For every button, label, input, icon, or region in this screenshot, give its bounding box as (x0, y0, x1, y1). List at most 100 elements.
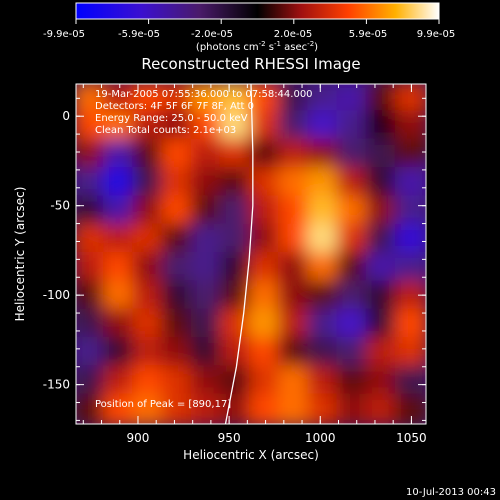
heatmap-cell (365, 138, 399, 171)
heatmap-cell (365, 252, 399, 285)
heatmap-cell (219, 195, 253, 228)
heatmap-cell (161, 138, 195, 171)
heatmap-cell (132, 365, 166, 398)
heatmap-cell (190, 365, 224, 398)
heatmap-cell (394, 195, 426, 228)
heatmap-cell (249, 393, 283, 424)
heatmap-cell (307, 84, 341, 115)
heatmap-cell (132, 308, 166, 341)
colorbar-tick-label: -5.9e-05 (118, 29, 160, 40)
heatmap-cell (365, 308, 399, 341)
solar-limb-curve (224, 84, 254, 424)
peak-position-label: Position of Peak = [890,17] (95, 399, 231, 410)
y-tick-label: -50 (50, 199, 70, 213)
heatmap-cell (103, 337, 137, 370)
heatmap-cell (103, 280, 137, 313)
heatmap-cell (190, 110, 224, 143)
heatmap-cell (161, 167, 195, 200)
heatmap-cell (394, 365, 426, 398)
heatmap-cell (365, 167, 399, 200)
heatmap-cell (336, 167, 370, 200)
heatmap-cell (190, 280, 224, 313)
heatmap-cell (249, 280, 283, 313)
heatmap-cell (190, 337, 224, 370)
heatmap-cell (278, 308, 312, 341)
heatmap-cell (365, 84, 399, 115)
heatmap-cell (365, 110, 399, 143)
heatmap-cell (336, 252, 370, 285)
colorbar-units: (photons cm-2 s-1 asec-2) (196, 40, 318, 53)
heatmap-cell (161, 223, 195, 256)
heatmap-cell (190, 223, 224, 256)
heatmap-cell (161, 308, 195, 341)
heatmap-cell (132, 252, 166, 285)
colorbar-tick-label: 9.9e-05 (417, 29, 455, 40)
heatmap-cell (76, 337, 108, 370)
heatmap-cell (249, 252, 283, 285)
heatmap-cell (103, 84, 137, 115)
heatmap-cell (365, 223, 399, 256)
heatmap-cell (336, 393, 370, 424)
colorbar-tick-label: 5.9e-05 (349, 29, 387, 40)
heatmap-cell (249, 365, 283, 398)
heatmap-cell (103, 167, 137, 200)
x-axis-label: Heliocentric X (arcsec) (183, 448, 319, 462)
heatmap-cell (336, 84, 370, 115)
heatmap-cell (365, 280, 399, 313)
heatmap-cell (278, 138, 312, 171)
heatmap-cell (161, 280, 195, 313)
heatmap-cell (278, 365, 312, 398)
heatmap-cell (103, 393, 137, 424)
heatmap-cell (307, 167, 341, 200)
heatmap-cell (219, 110, 253, 143)
footer-timestamp: 10-Jul-2013 00:43 (406, 487, 496, 498)
heatmap-cell (190, 138, 224, 171)
x-tick-label: 950 (218, 431, 241, 445)
heatmap-cell (336, 280, 370, 313)
heatmap-cell (394, 337, 426, 370)
heatmap-cell (219, 138, 253, 171)
heatmap-cell (132, 280, 166, 313)
heatmap-cell (249, 308, 283, 341)
heatmap-cell (249, 167, 283, 200)
heatmap-cell (365, 393, 399, 424)
x-tick-label: 1050 (396, 431, 427, 445)
heatmap-cell (249, 195, 283, 228)
heatmap-cell (249, 223, 283, 256)
heatmap-cell (249, 138, 283, 171)
heatmap-cell (278, 110, 312, 143)
chart-title: Reconstructed RHESSI Image (141, 55, 360, 73)
heatmap-cell (394, 223, 426, 256)
heatmap-cell (336, 110, 370, 143)
heatmap-cell (336, 223, 370, 256)
heatmap-cell (132, 167, 166, 200)
heatmap-cell (132, 110, 166, 143)
heatmap-cell (365, 365, 399, 398)
heatmap-cell (394, 110, 426, 143)
heatmap-cell (219, 365, 253, 398)
heatmap-cell (161, 252, 195, 285)
heatmap-cell (336, 308, 370, 341)
heatmap-cell (76, 138, 108, 171)
heatmap-cell (76, 223, 108, 256)
heatmap-cell (132, 195, 166, 228)
heatmap-cell (278, 280, 312, 313)
heatmap-cell (76, 167, 108, 200)
heatmap-cell (394, 308, 426, 341)
colorbar-ticks (75, 19, 440, 24)
heatmap-cell (278, 167, 312, 200)
heatmap-cell (307, 280, 341, 313)
heatmap-cell (307, 308, 341, 341)
heatmap-cell (249, 84, 283, 115)
heatmap-cell (394, 84, 426, 115)
heatmap-cell (103, 223, 137, 256)
heatmap-cell (103, 195, 137, 228)
heatmap-cell (336, 365, 370, 398)
heatmap-cell (103, 308, 137, 341)
heatmap-cell (76, 195, 108, 228)
heatmap-cell (76, 252, 108, 285)
heatmap-cell (394, 393, 426, 424)
heatmap-cell (278, 393, 312, 424)
heatmap-cell (249, 337, 283, 370)
heatmap-cell (76, 308, 108, 341)
